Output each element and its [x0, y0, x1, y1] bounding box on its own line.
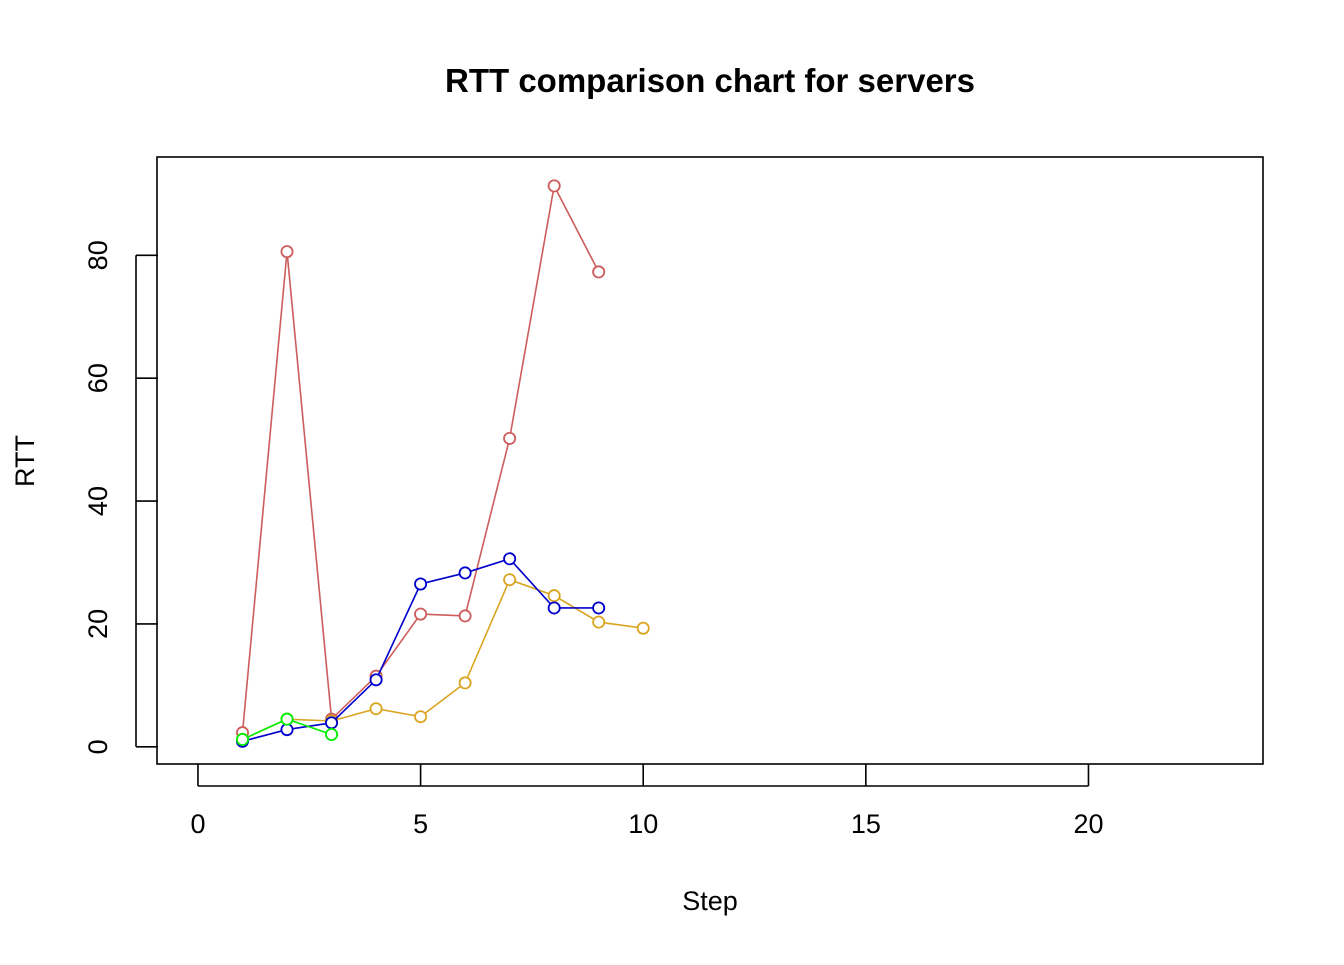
series-line [242, 578, 644, 741]
data-point [503, 573, 517, 587]
data-point [414, 577, 428, 591]
data-point [547, 601, 561, 615]
y-axis: 0 20 40 60 80 [83, 240, 158, 754]
series-4 [235, 712, 339, 746]
x-axis-title: Step [682, 886, 738, 916]
data-point [592, 601, 606, 615]
y-axis-title: RTT [10, 435, 40, 487]
data-point [458, 609, 472, 623]
data-point [280, 723, 294, 737]
series-2 [235, 573, 650, 746]
data-point [280, 712, 294, 726]
x-tick-label: 20 [1073, 809, 1103, 839]
series-1 [235, 179, 606, 740]
x-axis: 0 5 10 15 20 [190, 764, 1103, 839]
data-point [592, 615, 606, 629]
y-tick-label: 0 [83, 739, 113, 754]
data-point [280, 245, 294, 259]
data-point [592, 265, 606, 279]
data-point [636, 621, 650, 635]
data-point [414, 607, 428, 621]
x-tick-label: 0 [190, 809, 205, 839]
data-point [414, 710, 428, 724]
x-tick-label: 10 [628, 809, 658, 839]
data-point [503, 552, 517, 566]
data-point [503, 431, 517, 445]
data-point [458, 676, 472, 690]
data-point [547, 589, 561, 603]
x-tick-label: 5 [413, 809, 428, 839]
data-point [325, 728, 339, 742]
series-3 [235, 552, 606, 748]
y-tick-label: 60 [83, 363, 113, 393]
data-point [369, 673, 383, 687]
data-point [325, 716, 339, 730]
series-line [241, 183, 600, 733]
chart-title: RTT comparison chart for servers [445, 62, 975, 99]
data-point [547, 179, 561, 193]
data-point [235, 732, 249, 746]
y-tick-label: 80 [83, 240, 113, 270]
x-tick-label: 15 [851, 809, 881, 839]
series-layer [235, 179, 650, 748]
y-tick-label: 20 [83, 609, 113, 639]
y-tick-label: 40 [83, 486, 113, 516]
data-point [369, 702, 383, 716]
data-point [458, 566, 472, 580]
plot-frame [156, 156, 1264, 765]
